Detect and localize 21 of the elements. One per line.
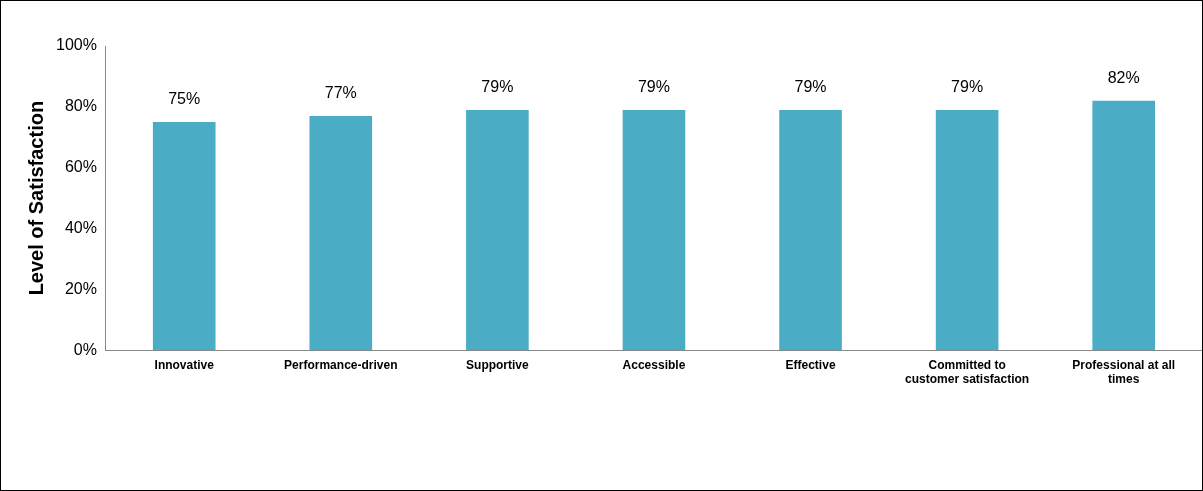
x-tick-label: Supportive bbox=[466, 357, 530, 372]
x-tick-label: Committed to customer satisfaction bbox=[905, 357, 1030, 387]
data-label: 79% bbox=[794, 78, 827, 96]
data-label: 82% bbox=[1107, 69, 1140, 87]
data-label: 75% bbox=[168, 90, 201, 108]
data-label: 79% bbox=[951, 78, 984, 96]
data-label: 79% bbox=[637, 78, 670, 96]
x-tick-label: Effective bbox=[785, 357, 836, 372]
y-tick-label: 60% bbox=[64, 158, 97, 176]
y-tick-label: 100% bbox=[56, 36, 97, 54]
x-tick-label: Accessible bbox=[622, 357, 686, 372]
x-tick-label: Innovative bbox=[154, 357, 215, 372]
data-label: 79% bbox=[481, 78, 514, 96]
y-axis-title: Level of Satisfaction bbox=[24, 100, 47, 296]
y-tick-label: 40% bbox=[64, 218, 97, 236]
y-tick-label: 80% bbox=[64, 97, 97, 115]
x-tick-label: Professional at all times bbox=[1072, 357, 1176, 387]
data-label: 77% bbox=[324, 84, 357, 102]
y-tick-label: 0% bbox=[73, 340, 97, 358]
x-tick-label: Performance-driven bbox=[284, 357, 398, 372]
y-tick-label: 20% bbox=[64, 279, 97, 297]
